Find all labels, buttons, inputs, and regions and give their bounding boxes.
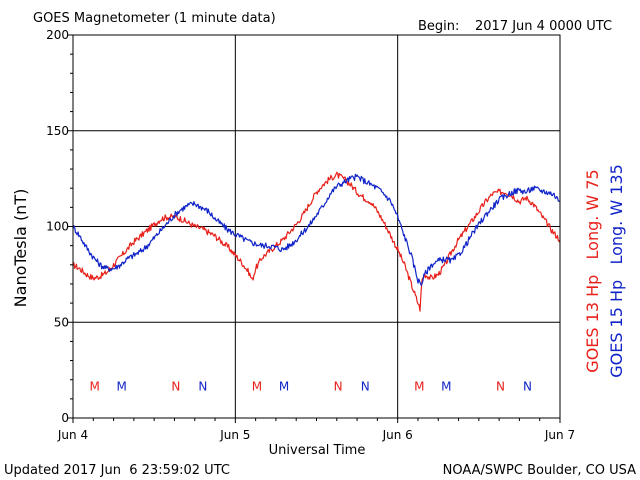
noon-marker: N (198, 379, 207, 393)
updated-timestamp: Updated 2017 Jun 6 23:59:02 UTC (4, 463, 230, 478)
y-tick-label: 150 (46, 124, 69, 138)
series-15-label: GOES 15 Hp Long. W 135 (607, 164, 626, 378)
y-tick-label: 100 (46, 220, 69, 234)
noon-marker: N (523, 379, 532, 393)
source-credit: NOAA/SWPC Boulder, CO USA (443, 463, 636, 478)
y-tick-label: 200 (46, 28, 69, 42)
begin-value: 2017 Jun 4 0000 UTC (475, 19, 612, 34)
series-13-label: GOES 13 Hp Long. W 75 (583, 169, 602, 372)
midnight-marker: M (441, 379, 451, 393)
series-goes13-line (72, 171, 561, 312)
y-axis-label: NanoTesla (nT) (11, 189, 30, 308)
x-tick-label: Jun 4 (57, 428, 88, 442)
chart-title: GOES Magnetometer (1 minute data) (33, 11, 276, 26)
midnight-marker: M (279, 379, 289, 393)
noon-marker: N (334, 379, 343, 393)
x-tick-label: Jun 5 (219, 428, 250, 442)
midnight-marker: M (89, 379, 99, 393)
y-tick-label: 50 (54, 315, 69, 329)
noon-marker: N (496, 379, 505, 393)
noon-marker: N (171, 379, 180, 393)
axis-layer: 0 50 100 150 200 Jun 4 Jun 5 Jun 6 Jun 7 (46, 28, 575, 442)
x-tick-label: Jun 6 (382, 428, 413, 442)
midnight-marker: M (252, 379, 262, 393)
noon-marker: N (361, 379, 370, 393)
midnight-marker: M (117, 379, 127, 393)
grid-lines (73, 35, 560, 418)
series-goes15-line (72, 173, 561, 286)
midnight-marker: M (414, 379, 424, 393)
y-tick-label: 0 (61, 411, 69, 425)
begin-label: Begin: (418, 19, 459, 34)
x-tick-label: Jun 7 (544, 428, 575, 442)
series-layer (72, 171, 561, 312)
x-axis-label: Universal Time (269, 443, 366, 458)
